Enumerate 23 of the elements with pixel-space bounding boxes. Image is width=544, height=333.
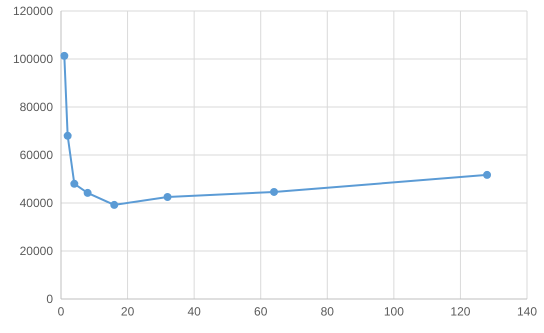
y-tick-label: 60000 bbox=[20, 148, 54, 162]
x-tick-label: 20 bbox=[120, 304, 135, 319]
y-tick-label: 40000 bbox=[20, 196, 54, 210]
point bbox=[110, 200, 118, 209]
x-tick-label: 120 bbox=[450, 304, 471, 319]
point bbox=[70, 180, 78, 188]
y-tick-label: 120000 bbox=[12, 4, 54, 18]
point bbox=[483, 170, 492, 179]
y-tick-label: 20000 bbox=[20, 244, 54, 258]
point bbox=[84, 188, 92, 197]
point bbox=[64, 132, 72, 140]
point bbox=[60, 52, 68, 60]
point bbox=[164, 193, 172, 201]
x-tick-label: 140 bbox=[516, 304, 538, 319]
y-tick-label: 100000 bbox=[12, 52, 54, 66]
x-tick-label: 80 bbox=[320, 304, 334, 319]
x-tick-label: 100 bbox=[384, 304, 404, 319]
x-tick-label: 0 bbox=[58, 304, 65, 319]
x-tick-label: 40 bbox=[187, 304, 202, 319]
x-tick-label: 60 bbox=[254, 304, 268, 319]
y-tick-label: 0 bbox=[46, 292, 54, 306]
y-tick-label: 80000 bbox=[20, 100, 54, 114]
point bbox=[270, 188, 278, 196]
